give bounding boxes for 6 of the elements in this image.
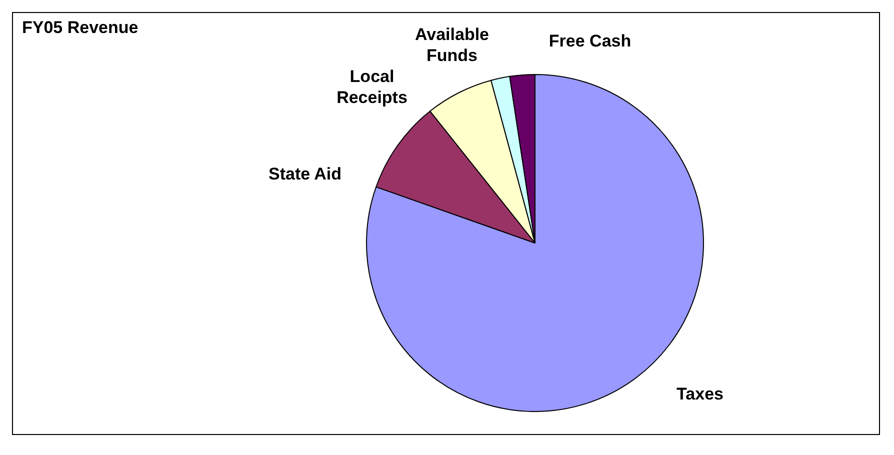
slice-label: Local Receipts (336, 67, 408, 108)
slice-label: Free Cash (548, 32, 632, 51)
text: FY05 Revenue (22, 18, 138, 38)
slice-label: State Aid (268, 164, 342, 184)
slice-label: Taxes (676, 384, 724, 404)
slice-label: Available Funds (414, 25, 490, 66)
